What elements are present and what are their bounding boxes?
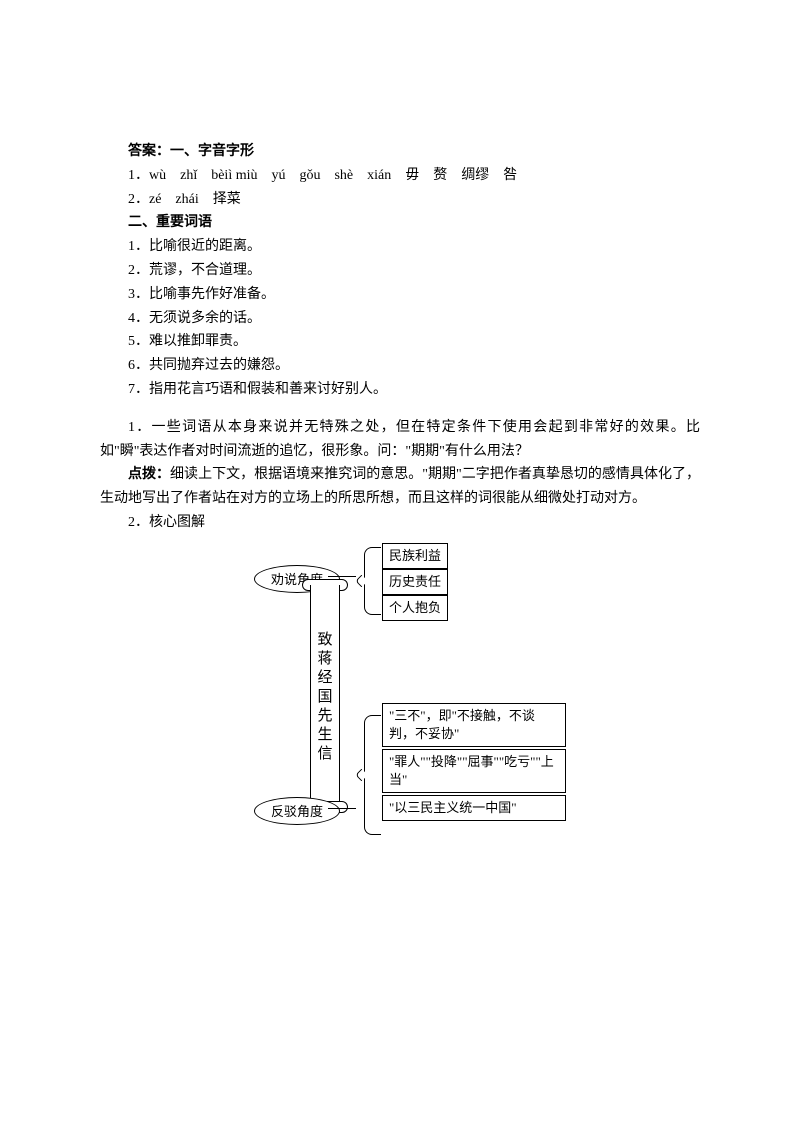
section2-item: 3．比喻事先作好准备。 [100, 283, 700, 307]
section2-item: 5．难以推卸罪责。 [100, 330, 700, 354]
dianbo-label: 点拨： [128, 467, 170, 482]
core-diagram: 劝说角度 民族利益 历史责任 个人抱负 致蒋经国先生信 反驳角度 "三不"，即"… [220, 543, 580, 843]
oval-refute: 反驳角度 [254, 797, 340, 825]
section2-heading: 二、重要词语 [100, 211, 700, 235]
connector-line [328, 576, 356, 577]
dianbo-paragraph: 点拨：细读上下文，根据语境来推究词的意思。"期期"二字把作者真挚恳切的感情具体化… [100, 463, 700, 511]
section2-item: 6．共同抛弃过去的嫌怨。 [100, 354, 700, 378]
section2-item: 2．荒谬，不合道理。 [100, 259, 700, 283]
diagram-container: 劝说角度 民族利益 历史责任 个人抱负 致蒋经国先生信 反驳角度 "三不"，即"… [100, 543, 700, 843]
paragraph-1: 1．一些词语从本身来说并无特殊之处，但在特定条件下使用会起到非常好的效果。比如"… [100, 416, 700, 464]
brace-top [364, 547, 381, 615]
box-sanmin: "以三民主义统一中国" [382, 795, 566, 821]
scroll-title: 致蒋经国先生信 [310, 603, 338, 793]
box-sanbu: "三不"，即"不接触，不谈判，不妥协" [382, 703, 566, 747]
box-nation: 民族利益 [382, 543, 448, 569]
section2-item: 1．比喻很近的距离。 [100, 235, 700, 259]
box-personal: 个人抱负 [382, 595, 448, 621]
paragraph-2: 2．核心图解 [100, 511, 700, 535]
document-page: 答案：一、字音字形 1．wù zhǐ bèiì miù yú gǒu shè x… [0, 0, 800, 863]
section1-heading: 答案：一、字音字形 [100, 140, 700, 164]
brace-bottom [364, 715, 381, 835]
connector-line [328, 808, 356, 809]
dianbo-text: 细读上下文，根据语境来推究词的意思。"期期"二字把作者真挚恳切的感情具体化了，生… [100, 467, 700, 506]
section2-item: 4．无须说多余的话。 [100, 307, 700, 331]
section1-item1: 1．wù zhǐ bèiì miù yú gǒu shè xián 毋 赘 绸缪… [100, 164, 700, 188]
box-zuiren: "罪人""投降""屈事""吃亏""上当" [382, 749, 566, 793]
section2-item: 7．指用花言巧语和假装和善来讨好别人。 [100, 378, 700, 402]
box-history: 历史责任 [382, 569, 448, 595]
section1-item2: 2．zé zhái 择菜 [100, 188, 700, 212]
